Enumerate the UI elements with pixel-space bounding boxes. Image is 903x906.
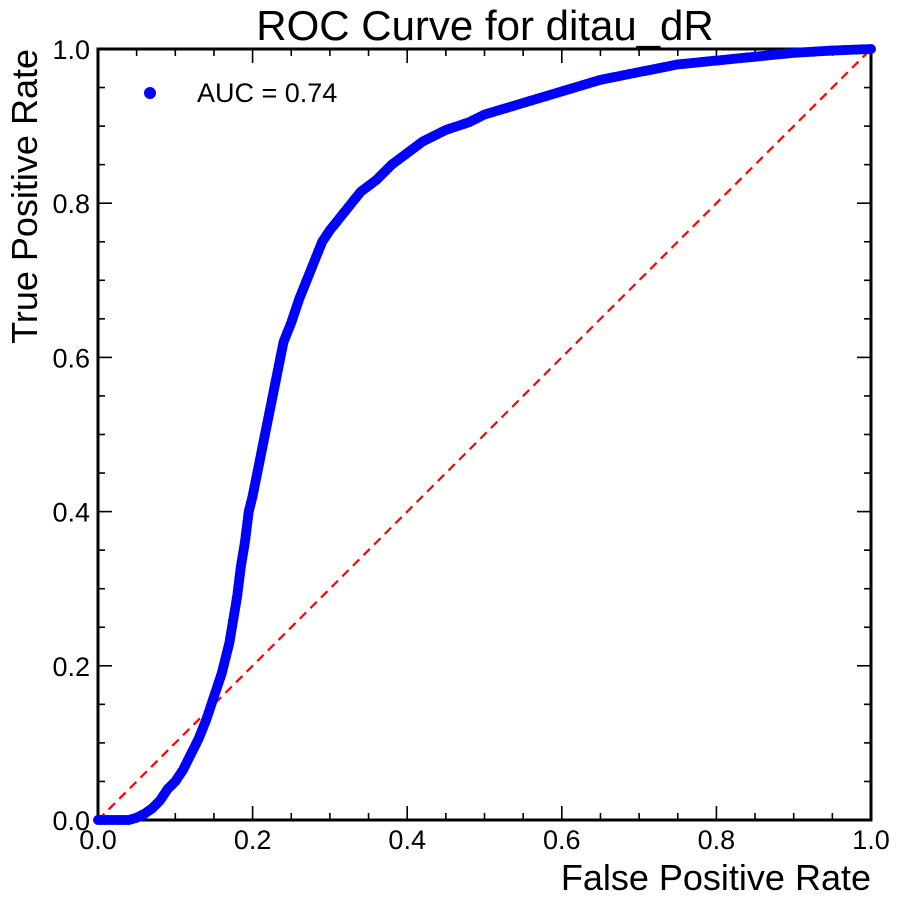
roc-points: [93, 44, 876, 825]
legend: AUC = 0.74: [144, 78, 337, 108]
x-tick-label: 0.6: [543, 825, 581, 855]
chance-diagonal-line: [97, 48, 872, 821]
y-axis-label: True Positive Rate: [4, 49, 45, 344]
legend-label: AUC = 0.74: [197, 78, 337, 108]
y-tick-label: 1.0: [52, 35, 90, 65]
x-tick-label: 0.8: [698, 825, 736, 855]
y-tick-label: 0.2: [52, 652, 90, 682]
roc-point: [866, 44, 876, 54]
y-tick-label: 0.6: [52, 343, 90, 373]
y-tick-label: 0.8: [52, 189, 90, 219]
x-tick-label: 1.0: [852, 825, 890, 855]
legend-marker: [144, 87, 156, 99]
y-tick-label: 0.0: [52, 806, 90, 836]
x-tick-label: 0.4: [388, 825, 426, 855]
y-tick-label: 0.4: [52, 498, 90, 528]
x-tick-label: 0.2: [234, 825, 272, 855]
plot-area: 0.0 0.2 0.4 0.6 0.8 1.0 0.0 0.2 0.4 0.6 0.8 1.0: [52, 35, 889, 855]
axis-tick-labels: 0.0 0.2 0.4 0.6 0.8 1.0 0.0 0.2 0.4 0.6 0.8 1.0: [52, 35, 889, 855]
chart-title: ROC Curve for ditau_dR: [256, 2, 714, 49]
x-axis-label: False Positive Rate: [561, 857, 871, 898]
x-tick-label: 0.0: [79, 825, 117, 855]
